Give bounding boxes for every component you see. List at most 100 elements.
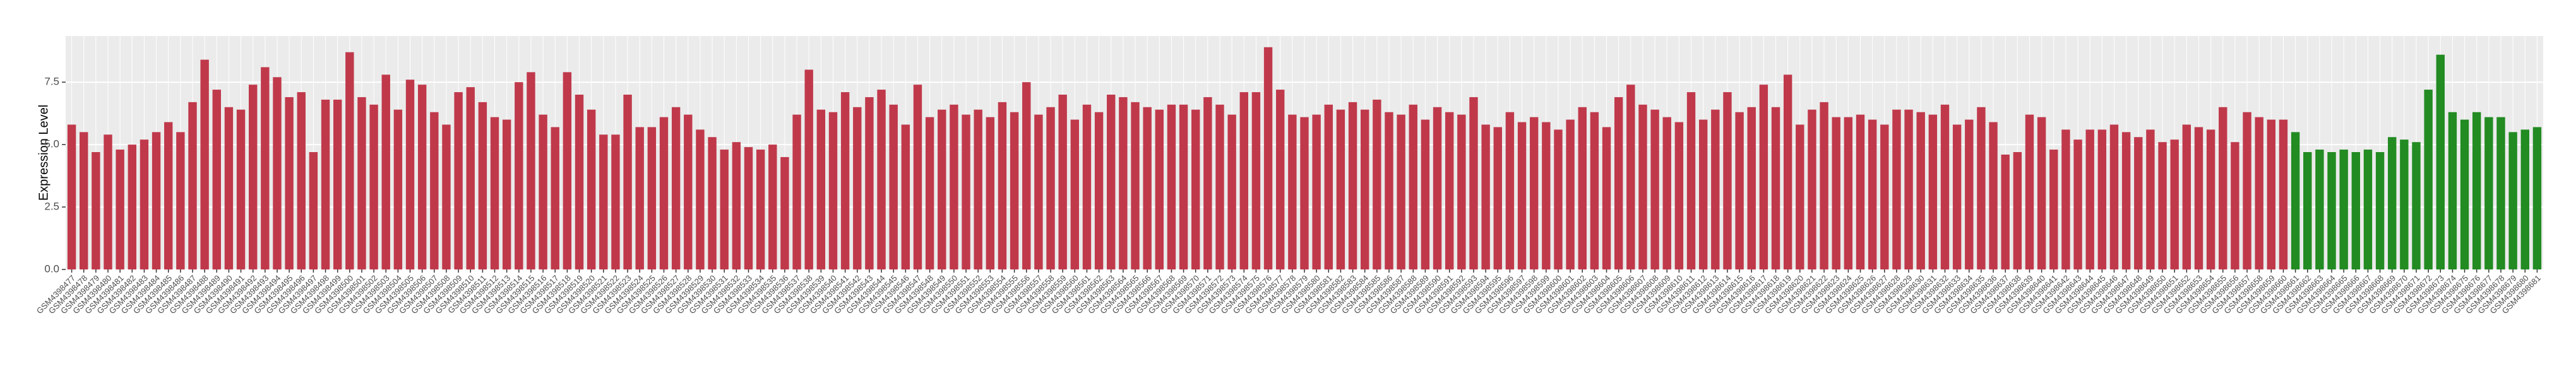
- bar: [2472, 112, 2481, 269]
- bar: [2121, 132, 2131, 269]
- bar: [708, 137, 717, 269]
- bar: [1928, 114, 1938, 269]
- bar: [369, 104, 378, 269]
- bar: [792, 114, 801, 269]
- bar: [575, 94, 584, 269]
- bar: [1457, 114, 1466, 269]
- bar: [176, 132, 185, 269]
- bar: [1517, 122, 1527, 269]
- bar: [1131, 102, 1140, 269]
- bar: [2097, 129, 2107, 269]
- bar: [938, 109, 946, 269]
- bar: [1674, 122, 1684, 269]
- bar: [393, 109, 403, 269]
- bar: [345, 52, 354, 269]
- bar: [744, 147, 753, 269]
- bar: [684, 114, 693, 269]
- bar: [853, 107, 862, 269]
- bar: [2388, 137, 2397, 269]
- bar: [2375, 152, 2385, 269]
- bar: [2436, 54, 2445, 270]
- bar: [67, 124, 76, 269]
- bar: [1904, 109, 1913, 269]
- bar: [1082, 104, 1092, 269]
- bar: [1361, 109, 1369, 269]
- bar: [1892, 109, 1901, 269]
- bar: [1227, 114, 1236, 269]
- bar: [816, 109, 826, 269]
- bar: [539, 114, 547, 269]
- bar: [1723, 92, 1732, 270]
- bar: [2025, 114, 2034, 269]
- bar: [116, 150, 124, 269]
- bar: [1505, 112, 1515, 269]
- bar: [490, 117, 499, 269]
- bar: [2496, 117, 2505, 269]
- bar: [950, 104, 958, 269]
- bar: [321, 99, 330, 269]
- bar: [925, 117, 934, 269]
- bar: [188, 102, 197, 269]
- bar: [80, 132, 88, 269]
- bar: [1239, 92, 1248, 270]
- bar: [1385, 112, 1393, 269]
- bar: [357, 97, 366, 269]
- bar: [1832, 117, 1840, 269]
- bar: [2243, 112, 2251, 269]
- bar: [2460, 119, 2469, 269]
- bar: [1989, 122, 1998, 269]
- bar: [2037, 117, 2046, 269]
- bar: [1940, 104, 1950, 269]
- bar: [1143, 107, 1152, 269]
- y-axis-label: Expression Level: [37, 105, 51, 201]
- bar: [1542, 122, 1551, 269]
- bar: [248, 85, 258, 269]
- bar: [1022, 82, 1031, 269]
- bar: [1590, 112, 1599, 269]
- y-tick-label: 0.0: [44, 263, 59, 274]
- bar: [1010, 112, 1019, 269]
- bar: [1916, 112, 1925, 269]
- bar: [2085, 129, 2094, 269]
- bar: [297, 92, 306, 270]
- bar: [1373, 99, 1381, 269]
- bar: [1058, 94, 1067, 269]
- bar: [1578, 107, 1587, 269]
- bar: [840, 92, 850, 270]
- bar: [1614, 97, 1623, 269]
- bar: [2424, 90, 2433, 270]
- bar: [1735, 112, 1744, 269]
- bar: [212, 90, 221, 270]
- bar: [828, 112, 838, 269]
- bar: [1107, 94, 1116, 269]
- bar: [659, 117, 669, 269]
- bar: [152, 132, 161, 269]
- bar: [1554, 129, 1563, 269]
- bar: [901, 124, 910, 269]
- bar: [1880, 124, 1889, 269]
- bar: [261, 67, 270, 269]
- bar: [1759, 85, 1768, 269]
- bar: [1820, 102, 1828, 269]
- bar: [1566, 119, 1575, 269]
- bar: [285, 97, 294, 269]
- bar: [128, 145, 136, 269]
- bar: [1215, 104, 1224, 269]
- bar: [2327, 152, 2336, 269]
- bar: [2158, 142, 2167, 269]
- bar: [1251, 92, 1261, 270]
- bar: [140, 139, 149, 269]
- bar: [2231, 142, 2239, 269]
- bar: [1977, 107, 1986, 269]
- bar: [502, 119, 511, 269]
- bar: [104, 134, 112, 269]
- bar: [1070, 119, 1080, 269]
- bar: [2170, 139, 2179, 269]
- bar: [804, 69, 813, 270]
- bar: [2363, 150, 2373, 269]
- bar: [381, 74, 390, 269]
- bar: [430, 112, 439, 269]
- bar: [2267, 119, 2276, 269]
- bar: [1747, 107, 1756, 269]
- bar: [599, 134, 608, 269]
